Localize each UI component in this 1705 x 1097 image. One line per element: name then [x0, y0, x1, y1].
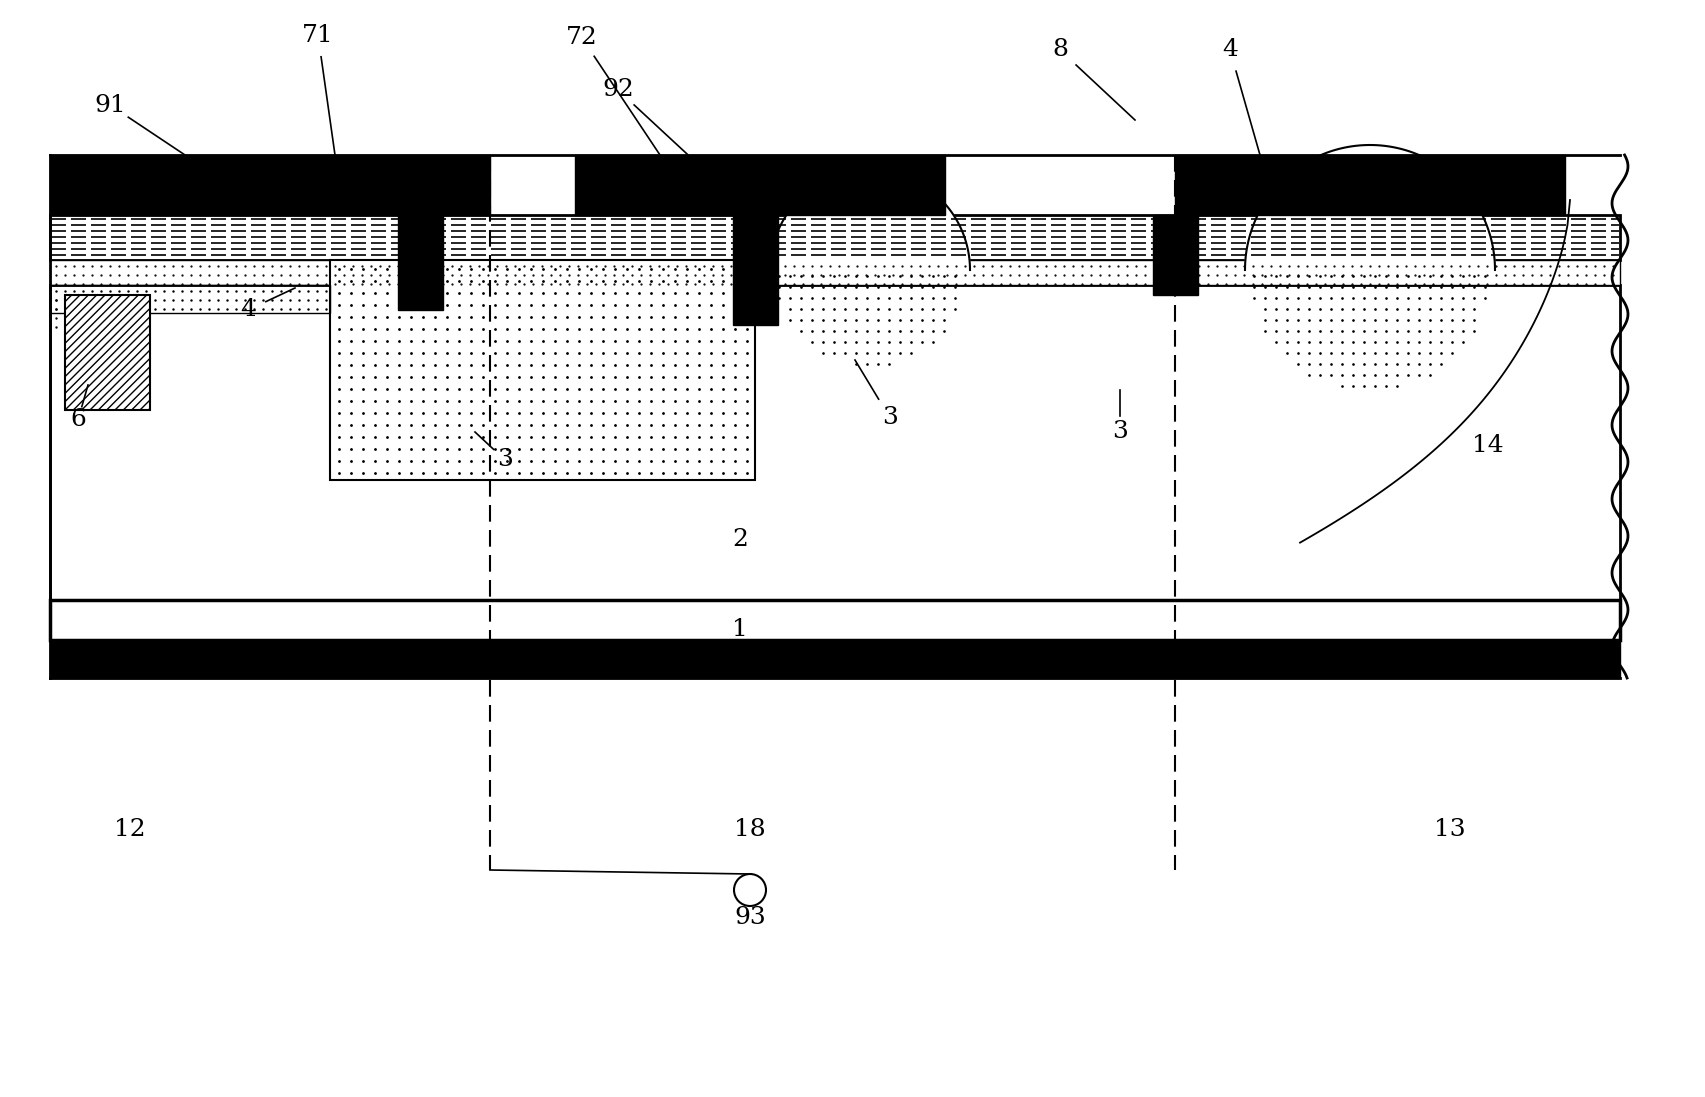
Bar — [65, 295, 150, 410]
Bar — [329, 260, 755, 480]
Bar — [49, 155, 489, 215]
Bar — [1153, 215, 1197, 295]
Text: 13: 13 — [1434, 818, 1465, 841]
Text: 3: 3 — [1112, 420, 1127, 443]
Bar — [397, 215, 443, 310]
Text: 92: 92 — [602, 79, 634, 102]
Text: 93: 93 — [733, 906, 766, 929]
Text: 72: 72 — [566, 26, 597, 49]
Text: 4: 4 — [1221, 38, 1238, 61]
Bar — [49, 600, 1620, 640]
Bar — [49, 640, 1620, 678]
Bar — [49, 285, 1620, 600]
Text: 71: 71 — [302, 23, 334, 46]
Bar — [733, 215, 777, 325]
Bar — [755, 155, 945, 215]
Text: 8: 8 — [1052, 38, 1067, 61]
Bar — [49, 285, 329, 313]
Text: 6: 6 — [70, 408, 85, 431]
Bar — [49, 215, 1620, 260]
Polygon shape — [769, 170, 970, 270]
Polygon shape — [1245, 145, 1494, 270]
Bar — [49, 260, 1620, 285]
Text: 18: 18 — [733, 818, 766, 841]
Text: 12: 12 — [114, 818, 145, 841]
Text: 4: 4 — [240, 298, 256, 321]
Text: 2: 2 — [731, 529, 747, 552]
Text: 3: 3 — [496, 449, 513, 472]
Bar — [575, 155, 755, 215]
Text: 3: 3 — [881, 407, 897, 430]
Bar — [49, 155, 1620, 678]
Text: 14: 14 — [1471, 433, 1502, 456]
Text: 1: 1 — [731, 619, 747, 642]
Bar — [1175, 155, 1563, 215]
Text: 91: 91 — [94, 93, 126, 116]
